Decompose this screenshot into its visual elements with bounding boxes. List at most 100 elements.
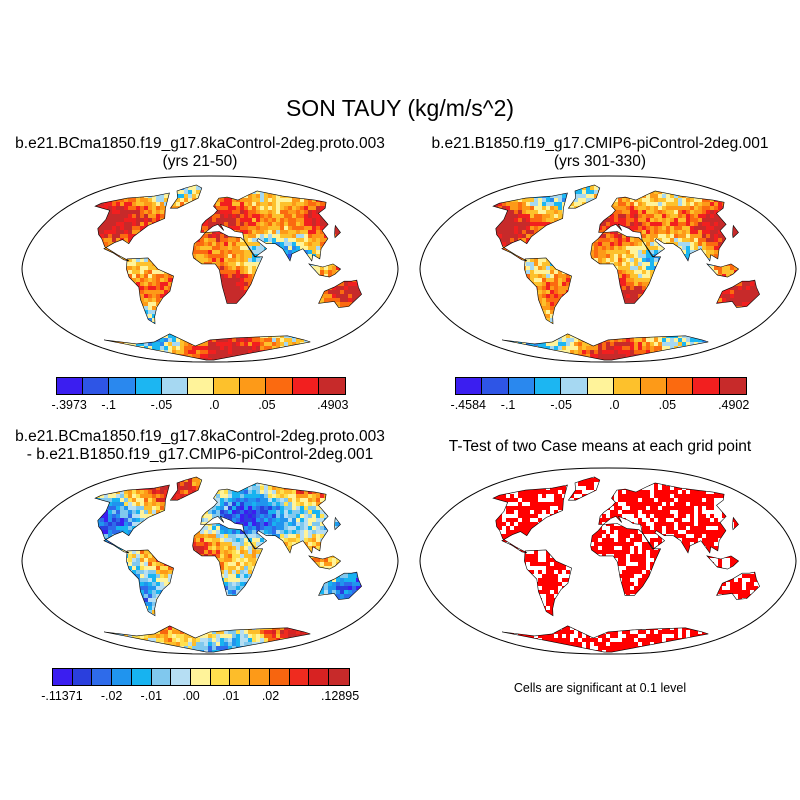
colorbar-box (151, 669, 172, 685)
colorbar-tick-label: .4902 (718, 398, 750, 412)
colorbar-box (289, 669, 310, 685)
coastline (598, 482, 727, 554)
ttest-title: T-Test of two Case means at each grid po… (448, 438, 752, 455)
coastline (192, 231, 264, 304)
case2-title: b.e21.B1850.f19_g17.CMIP6-piControl-2deg… (400, 135, 800, 171)
colorbar-box (191, 669, 211, 685)
coastline (502, 625, 709, 653)
diff-title: b.e21.BCma1850.f19_g17.8kaControl-2deg.p… (0, 428, 400, 464)
colorbar-box (72, 669, 93, 685)
colorbar-box (135, 378, 162, 394)
colorbar-box (161, 378, 188, 394)
coastline (334, 516, 341, 531)
coastline (169, 476, 203, 501)
coastline (492, 192, 568, 262)
diff-title-line1: b.e21.BCma1850.f19_g17.8kaControl-2deg.p… (15, 428, 385, 445)
colorbar-tick-label: .01 (222, 689, 240, 703)
coastline (192, 523, 264, 596)
coastline (104, 625, 311, 653)
coastline (567, 476, 601, 501)
coastline (732, 516, 739, 531)
coastline (169, 184, 203, 209)
colorbar-tick-label: -.01 (140, 689, 163, 703)
colorbar-box (83, 378, 110, 394)
diff-colorbar (52, 668, 350, 686)
colorbar-box (187, 378, 215, 394)
coastline (706, 263, 740, 278)
coastline (94, 192, 170, 262)
colorbar-box (240, 378, 267, 394)
coastline (126, 257, 174, 325)
colorbar-box (614, 378, 641, 394)
coastline (492, 484, 568, 554)
colorbar-tick-label: -.11371 (41, 689, 83, 703)
coastline (104, 333, 311, 361)
colorbar-box (230, 669, 251, 685)
coastline (126, 549, 174, 617)
colorbar-box (535, 378, 562, 394)
colorbar-box (508, 378, 536, 394)
colorbar-tick-label: .02 (261, 689, 280, 703)
colorbar-tick-label: .00 (182, 689, 200, 703)
colorbar-tick-label: .05 (658, 398, 677, 412)
coastline (567, 184, 601, 209)
coastline (716, 571, 760, 600)
case1-colorbar (56, 377, 346, 395)
colorbar-tick-label: .05 (258, 398, 276, 412)
coastline (590, 231, 662, 304)
colorbar-box (666, 378, 694, 394)
case1-title: b.e21.BCma1850.f19_g17.8kaControl-2deg.p… (0, 135, 400, 171)
map-border (21, 175, 399, 363)
coastline (524, 257, 572, 325)
map-border (419, 175, 797, 363)
colorbar-tick-label: .0 (609, 398, 620, 412)
colorbar-tick-label: -.3973 (51, 398, 87, 412)
colorbar-box (131, 669, 152, 685)
case1-title-line2: (yrs 21-50) (162, 153, 238, 170)
map-border (21, 467, 399, 655)
coastline (200, 190, 329, 262)
colorbar-box (92, 669, 113, 685)
coastline (200, 482, 329, 554)
colorbar-box (309, 669, 330, 685)
colorbar-box (112, 669, 132, 685)
coastline (334, 224, 341, 239)
significance-note: Cells are significant at 0.1 level (513, 681, 687, 695)
colorbar-box (318, 378, 345, 394)
diff-title-line2: - b.e21.B1850.f19_g17.CMIP6-piControl-2d… (26, 446, 374, 463)
colorbar-box (292, 378, 319, 394)
colorbar-box (53, 669, 73, 685)
colorbar-box (266, 378, 293, 394)
colorbar-box (561, 378, 588, 394)
coastline (502, 333, 709, 361)
colorbar-tick-label: -.05 (150, 398, 173, 412)
map-border (419, 467, 797, 655)
coastline (308, 263, 342, 278)
colorbar-box (171, 669, 192, 685)
case2-colorbar (455, 377, 747, 395)
difference-tauy-map (21, 467, 399, 655)
colorbar-tick-label: -.4584 (450, 398, 486, 412)
colorbar-box (456, 378, 483, 394)
case1-title-line1: b.e21.BCma1850.f19_g17.8kaControl-2deg.p… (15, 135, 385, 152)
coastline (732, 224, 739, 239)
colorbar-tick-label: -.05 (550, 398, 572, 412)
coastline (706, 555, 740, 570)
colorbar-box (329, 669, 349, 685)
colorbar-box (269, 669, 290, 685)
coastline (318, 571, 362, 600)
colorbar-tick-label: .0 (208, 398, 220, 412)
coastline (308, 555, 342, 570)
colorbar-tick-label: -.1 (500, 398, 516, 412)
colorbar-box (693, 378, 720, 394)
coastline (590, 523, 662, 596)
colorbar-box (57, 378, 84, 394)
colorbar-tick-label: .4903 (317, 398, 349, 412)
coastline (524, 549, 572, 617)
colorbar-tick-label: -.02 (100, 689, 123, 703)
figure-title: SON TAUY (kg/m/s^2) (285, 95, 515, 121)
colorbar-box (250, 669, 270, 685)
colorbar-box (719, 378, 746, 394)
colorbar-box (210, 669, 231, 685)
coastline (94, 484, 170, 554)
